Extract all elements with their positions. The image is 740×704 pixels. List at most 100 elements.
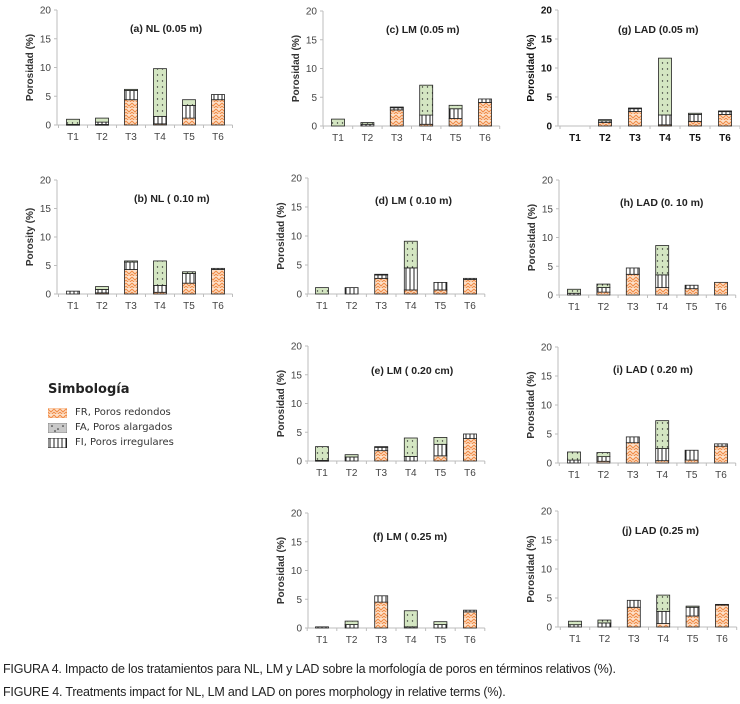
x-tick-label: T6 bbox=[716, 634, 728, 645]
bar-segment-fi bbox=[374, 595, 389, 603]
legend-item-fr: FR, Poros redondos bbox=[48, 405, 174, 420]
x-tick-label: T3 bbox=[375, 635, 387, 646]
y-tick-label: 15 bbox=[291, 537, 303, 548]
y-tick-label: 5 bbox=[296, 261, 302, 272]
x-tick-label: T3 bbox=[629, 133, 641, 144]
bar-segment-fi bbox=[625, 436, 640, 444]
y-tick-label: 10 bbox=[40, 63, 52, 74]
panel-title: (j) LAD (0.25 m) bbox=[622, 525, 699, 537]
bar-segment-fr bbox=[628, 111, 642, 127]
bar-segment-fi bbox=[124, 90, 138, 101]
x-tick-label: T4 bbox=[154, 132, 166, 143]
panel-title: (a) NL (0.05 m) bbox=[130, 23, 202, 35]
legend: Simbología FR, Poros redondos FA, Poros … bbox=[48, 382, 174, 450]
bar-segment-fi bbox=[597, 622, 612, 628]
y-tick-label: 10 bbox=[541, 565, 553, 576]
y-axis-label: Porosidad (%) bbox=[526, 371, 537, 438]
panel-a: 0 5 10 15 20 Porosidad (%) (a) NL (0.05 m) T1 T2… bbox=[25, 6, 233, 143]
legend-label: FR, Poros redondos bbox=[75, 407, 171, 418]
y-tick-label: 0 bbox=[547, 291, 553, 302]
bar-segment-fi bbox=[419, 114, 434, 125]
bar-segment-fa bbox=[685, 605, 700, 608]
x-tick-label: T2 bbox=[346, 301, 358, 312]
bar-segment-fr bbox=[389, 109, 404, 127]
y-axis-label: Porosidad (%) bbox=[276, 202, 287, 269]
x-tick-label: T1 bbox=[67, 132, 79, 143]
y-tick-label: 0 bbox=[45, 290, 51, 301]
legend-item-fi: FI, Poros irregulares bbox=[48, 435, 174, 450]
y-tick-label: 10 bbox=[542, 233, 554, 244]
bar-segment-fr bbox=[374, 601, 389, 629]
x-tick-label: T1 bbox=[332, 133, 344, 144]
x-tick-label: T1 bbox=[569, 634, 581, 645]
x-tick-label: T5 bbox=[183, 301, 195, 312]
y-axis-label: Porosidad (%) bbox=[291, 35, 302, 102]
x-tick-label: T4 bbox=[405, 468, 417, 479]
x-tick-label: T4 bbox=[405, 635, 417, 646]
panel-c: 0 5 10 15 20 Porosidad (%) (c) LM (0.05 m) T1 T2… bbox=[291, 7, 501, 144]
x-tick-label: T4 bbox=[659, 133, 671, 144]
panel-title: (f) LM ( 0.25 m) bbox=[373, 531, 447, 543]
y-tick-label: 15 bbox=[291, 203, 303, 214]
bar-segment-fa bbox=[419, 84, 434, 116]
y-tick-label: 0 bbox=[546, 623, 552, 634]
y-tick-label: 20 bbox=[541, 507, 553, 518]
x-tick-label: T5 bbox=[450, 133, 462, 144]
y-tick-label: 0 bbox=[546, 122, 552, 133]
x-tick-label: T1 bbox=[316, 468, 328, 479]
bar-segment-fr bbox=[714, 281, 728, 296]
bar-segment-fi bbox=[688, 114, 702, 122]
bar-segment-fr bbox=[124, 269, 138, 295]
y-axis-label: Porosity (%) bbox=[25, 208, 36, 266]
panel-title: (c) LM (0.05 m) bbox=[386, 24, 460, 36]
bar-segment-fi bbox=[478, 98, 492, 103]
y-tick-label: 15 bbox=[541, 35, 553, 46]
bar-segment-fa bbox=[655, 420, 670, 449]
y-tick-label: 5 bbox=[296, 428, 302, 439]
x-tick-label: T1 bbox=[568, 302, 580, 313]
y-tick-label: 10 bbox=[291, 566, 303, 577]
bar-segment-fa bbox=[182, 271, 196, 274]
bar-segment-fi bbox=[656, 610, 671, 624]
bar-segment-fr bbox=[448, 118, 463, 127]
x-tick-label: T6 bbox=[212, 301, 224, 312]
bar-segment-fa bbox=[433, 621, 448, 625]
bar-segment-fi bbox=[344, 456, 359, 462]
y-axis-label: Porosidad (%) bbox=[527, 204, 538, 271]
x-tick-label: T2 bbox=[346, 468, 358, 479]
x-tick-label: T3 bbox=[628, 634, 640, 645]
bar-segment-fi bbox=[153, 115, 167, 125]
legend-label: FA, Poros alargados bbox=[75, 422, 173, 433]
bar-segment-fr bbox=[211, 269, 225, 295]
bar-segment-fi bbox=[153, 285, 167, 293]
bar-segment-fi bbox=[211, 94, 225, 101]
bar-segment-fi bbox=[403, 267, 418, 291]
bar-segment-fr bbox=[124, 99, 138, 126]
y-tick-label: 10 bbox=[306, 64, 318, 75]
y-tick-label: 15 bbox=[542, 204, 554, 215]
x-tick-label: T5 bbox=[183, 132, 195, 143]
bar-segment-fi bbox=[684, 284, 699, 290]
bar-segment-fr bbox=[684, 288, 699, 296]
x-tick-label: T4 bbox=[656, 470, 668, 481]
bar-segment-fa bbox=[655, 245, 670, 276]
x-tick-label: T6 bbox=[715, 302, 727, 313]
x-tick-label: T6 bbox=[719, 133, 731, 144]
x-tick-label: T2 bbox=[96, 132, 108, 143]
x-tick-label: T6 bbox=[464, 635, 476, 646]
y-tick-label: 20 bbox=[291, 509, 303, 520]
bar-segment-fa bbox=[597, 619, 612, 624]
y-axis-label: Porosidad (%) bbox=[526, 34, 537, 101]
bar-segment-fi bbox=[463, 609, 477, 613]
bar-segment-fa bbox=[374, 446, 389, 448]
y-tick-label: 5 bbox=[546, 430, 552, 441]
y-axis-label: Porosidad (%) bbox=[276, 370, 287, 437]
y-tick-label: 0 bbox=[296, 457, 302, 468]
bar-segment-fi bbox=[714, 443, 728, 447]
x-tick-label: T6 bbox=[715, 470, 727, 481]
panel-title: (b) NL ( 0.10 m) bbox=[134, 193, 210, 205]
x-tick-label: T4 bbox=[420, 133, 432, 144]
bar-segment-fi bbox=[433, 281, 448, 291]
bar-segment-fr bbox=[463, 611, 477, 629]
